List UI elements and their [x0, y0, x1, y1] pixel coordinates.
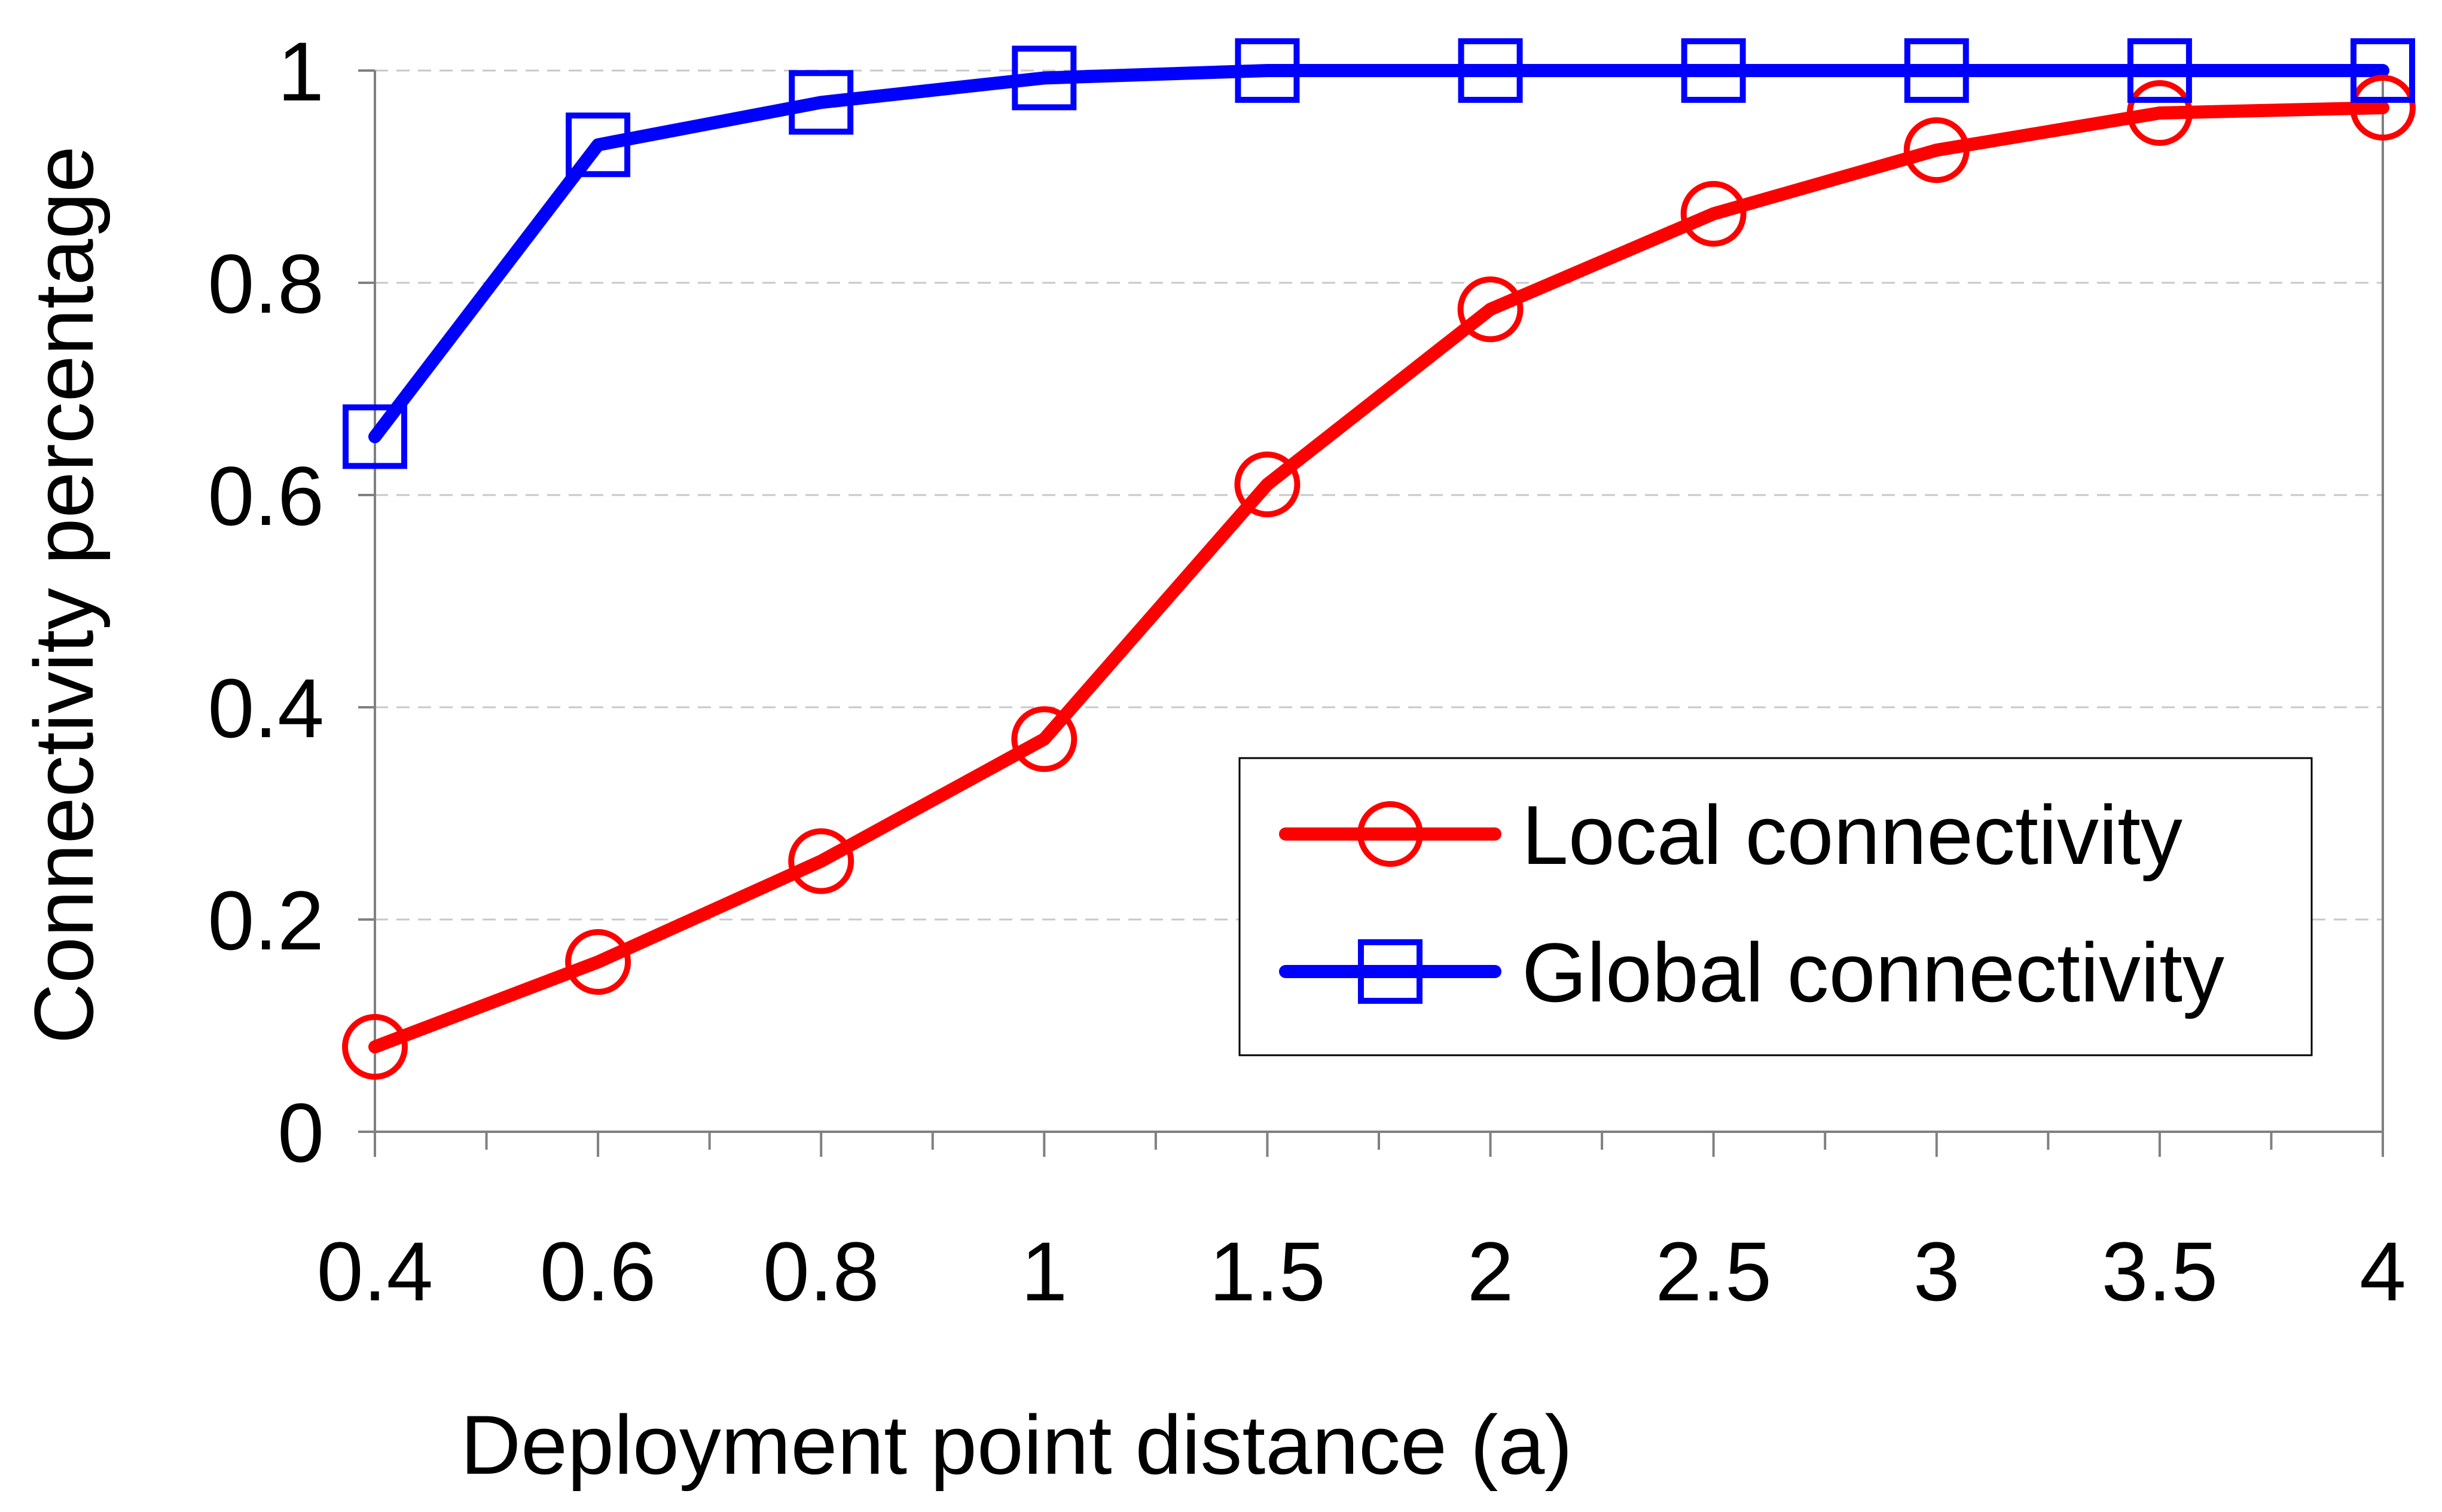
data-point-circle [788, 828, 854, 894]
x-tick-label: 3.5 [2102, 1224, 2218, 1318]
x-tick-label: 1 [1021, 1224, 1067, 1318]
x-tick-label: 2 [1467, 1224, 1514, 1318]
data-point-circle [342, 1014, 408, 1080]
legend-label: Local connectivity [1522, 788, 2182, 882]
legend-marker-circle [1357, 801, 1423, 867]
x-tick-label: 0.6 [540, 1224, 657, 1318]
data-point-square [1012, 45, 1077, 111]
x-axis-title: Deployment point distance (a) [460, 1398, 1573, 1492]
series-line [368, 101, 2389, 1053]
data-point-circle [1234, 451, 1301, 518]
y-tick-label: 0.4 [207, 661, 324, 755]
data-point-circle [2126, 80, 2193, 146]
y-axis-ticks: 0 0.2 0.4 0.6 0.8 1 [207, 25, 375, 1180]
series-group [342, 38, 2416, 1080]
y-tick-label: 0.8 [207, 237, 324, 331]
data-point-circle [1680, 181, 1747, 247]
data-point-circle [1457, 276, 1524, 343]
data-point-square [1458, 38, 1523, 103]
y-tick-label: 0.2 [207, 873, 324, 967]
legend: Local connectivity Global connectivity [1238, 757, 2313, 1056]
grid-lines [375, 69, 2383, 921]
data-point-square [1681, 38, 1746, 103]
x-tick-label: 4 [2359, 1224, 2406, 1318]
legend-label: Global connectivity [1522, 925, 2224, 1019]
data-point-circle [2350, 75, 2416, 141]
x-tick-label: 2.5 [1655, 1224, 1772, 1318]
legend-marker-square [1358, 939, 1423, 1004]
x-tick-label: 1.5 [1209, 1224, 1326, 1318]
x-tick-label: 0.4 [317, 1224, 434, 1318]
data-point-square [1235, 38, 1300, 103]
data-point-square [2127, 38, 2192, 103]
data-point-square [566, 112, 631, 178]
series-line [368, 64, 2389, 444]
data-point-square [1904, 38, 1969, 103]
data-point-square [2351, 38, 2415, 103]
data-point-circle [565, 929, 631, 995]
y-axis-title: Connectivity percentage [17, 146, 111, 1044]
x-axis-ticks: 0.4 0.6 0.8 1 1.5 2 2.5 3 3.5 4 [317, 1132, 2406, 1318]
data-point-circle [1011, 706, 1077, 772]
legend-box [1238, 757, 2313, 1056]
x-tick-label: 3 [1913, 1224, 1960, 1318]
data-point-square [343, 404, 407, 469]
x-tick-label: 0.8 [763, 1224, 880, 1318]
y-tick-label: 0 [277, 1086, 324, 1180]
y-tick-label: 0.6 [207, 449, 324, 543]
y-tick-label: 1 [277, 25, 324, 118]
data-point-circle [1903, 117, 1970, 184]
data-point-square [789, 70, 854, 135]
